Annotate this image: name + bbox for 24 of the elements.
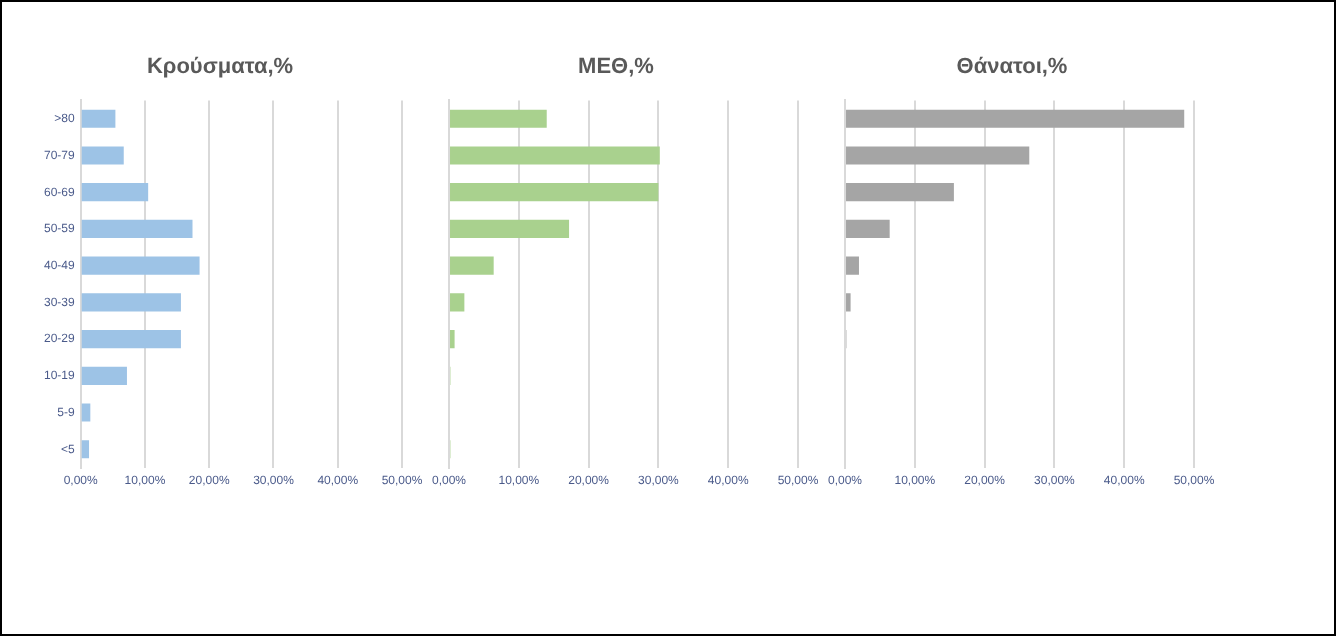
- bar: [81, 146, 124, 165]
- bar: [81, 256, 200, 275]
- bar: [81, 403, 91, 422]
- bar: [81, 219, 193, 239]
- bar: [450, 146, 660, 165]
- bar: [81, 183, 149, 202]
- bar: [450, 219, 570, 239]
- chart-title: ΜΕΘ,%: [578, 55, 655, 80]
- bar: [81, 366, 127, 385]
- bar: [846, 183, 954, 202]
- bar: [450, 183, 659, 202]
- chart-title: Κρούσματα,%: [146, 55, 294, 80]
- bar: [846, 146, 1030, 165]
- chart-title: Θάνατοι,%: [956, 55, 1068, 80]
- bar: [846, 109, 1185, 128]
- bar: [81, 293, 181, 312]
- bar: [450, 256, 494, 275]
- bar: [81, 440, 90, 459]
- bar: [81, 329, 181, 349]
- bar: [81, 109, 116, 128]
- bar: [450, 109, 547, 128]
- bar: [846, 219, 890, 239]
- bar: [450, 293, 465, 312]
- bar: [846, 256, 859, 275]
